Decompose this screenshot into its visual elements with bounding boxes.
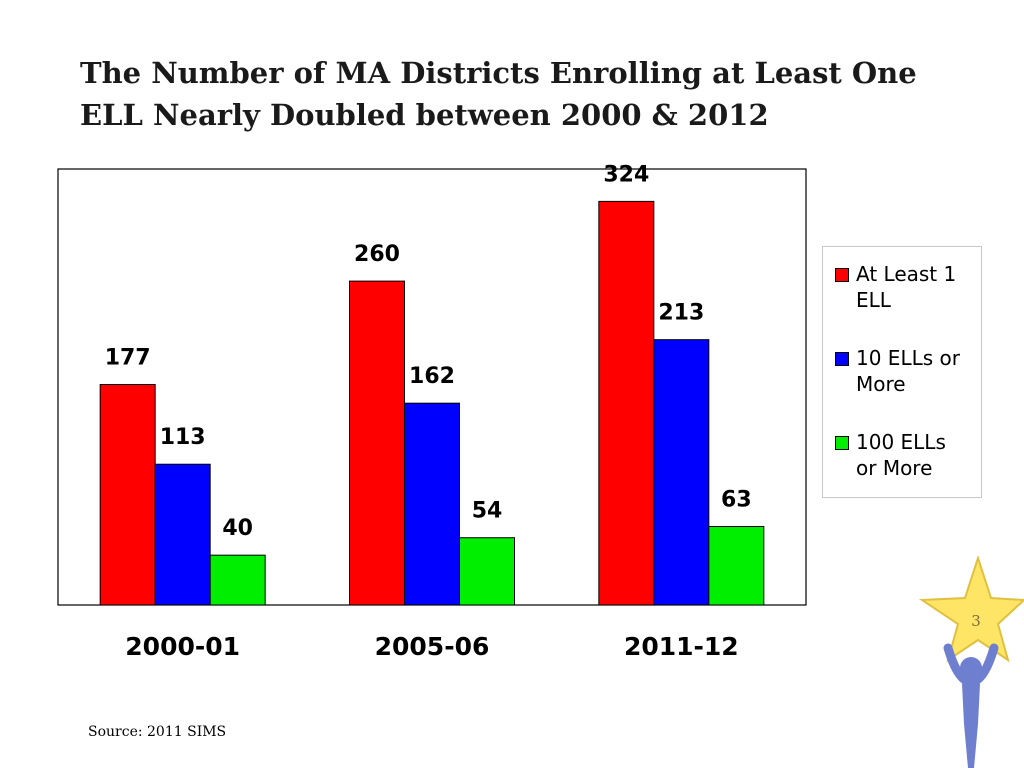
category-label: 2005-06 [375, 632, 490, 661]
source-note: Source: 2011 SIMS [88, 724, 227, 740]
star-person-icon: 3 [918, 556, 1024, 768]
value-labels-group: 177 113 40 260 162 54 324 213 63 [105, 162, 752, 541]
person-head [960, 657, 982, 679]
legend-item-100-or-more: 100 ELLs or More [835, 429, 981, 481]
bar-2011-12-series-0 [598, 200, 655, 606]
bars-group [99, 200, 765, 606]
legend-label: 10 ELLs or More [856, 345, 960, 397]
legend-label: At Least 1 ELL [856, 261, 956, 313]
value-label: 40 [222, 516, 253, 541]
legend-label-line2: or More [856, 456, 933, 480]
value-label: 260 [354, 242, 400, 267]
legend-item-at-least-1: At Least 1 ELL [835, 261, 981, 313]
page-number: 3 [971, 612, 981, 630]
value-label: 162 [409, 364, 455, 389]
star-shape [918, 556, 1024, 663]
bar-2000-01-series-2 [209, 554, 266, 606]
value-label: 213 [658, 301, 704, 326]
value-label: 177 [105, 346, 151, 371]
value-label: 113 [160, 425, 206, 450]
legend-label-line2: More [856, 372, 906, 396]
bar-2005-06-series-1 [404, 402, 460, 606]
category-label: 2000-01 [125, 632, 240, 661]
value-label: 63 [721, 488, 752, 513]
legend-label-line1: 100 ELLs [856, 430, 946, 454]
chart-legend: At Least 1 ELL 10 ELLs or More 100 ELLs … [822, 246, 982, 498]
category-labels-group: 2000-01 2005-06 2011-12 [125, 632, 738, 661]
slide-title: The Number of MA Districts Enrolling at … [80, 56, 917, 132]
legend-item-10-or-more: 10 ELLs or More [835, 345, 981, 397]
value-label: 54 [472, 499, 503, 524]
legend-swatch-blue [835, 352, 849, 366]
category-label: 2011-12 [624, 632, 739, 661]
person-arms [943, 643, 999, 687]
bar-2005-06-series-0 [349, 280, 405, 606]
bar-2000-01-series-1 [154, 463, 211, 606]
legend-swatch-red [835, 268, 849, 282]
value-label: 324 [603, 162, 649, 187]
bar-2005-06-series-2 [459, 537, 515, 606]
legend-label-line2: ELL [856, 288, 891, 312]
legend-label: 100 ELLs or More [856, 429, 946, 481]
bar-2011-12-series-1 [653, 339, 710, 606]
bar-2000-01-series-0 [99, 384, 156, 606]
bar-2011-12-series-2 [708, 526, 765, 606]
legend-label-line1: At Least 1 [856, 262, 957, 286]
person-body [962, 682, 980, 768]
legend-swatch-green [835, 436, 849, 450]
legend-label-line1: 10 ELLs or [856, 346, 960, 370]
